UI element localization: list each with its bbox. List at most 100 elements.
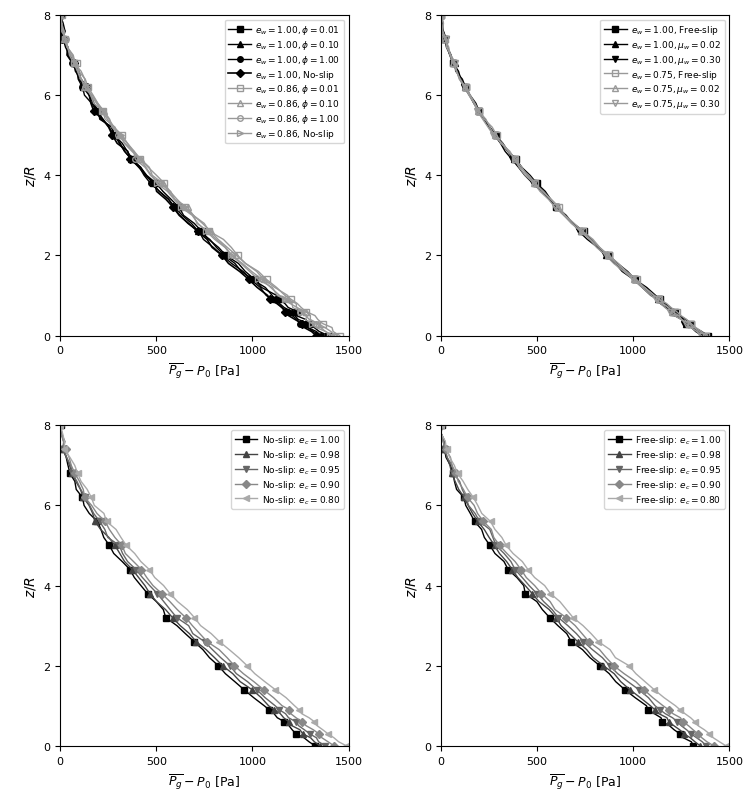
$e_w = 0.86, \phi = 0.01$ <box>302 307 311 317</box>
$e_w = 0.86, \phi = 0.01$ <box>318 319 327 329</box>
No-slip: $e_c = 0.95$: (428, 4.2): $e_c = 0.95$: (428, 4.2) <box>138 573 147 582</box>
$e_w = 0.86, \phi = 0.10$ <box>198 219 207 229</box>
Line: Free-slip: $e_c = 0.98$: Free-slip: $e_c = 0.98$ <box>438 423 703 748</box>
No-slip: $e_c = 0.90$: (1.23e+03, 0.7): $e_c = 0.90$: (1.23e+03, 0.7) <box>292 713 301 723</box>
$e_w = 1.00, \phi = 1.00$ <box>283 307 292 317</box>
$e_w = 0.75, \mu_w = 0.02$ <box>438 19 447 29</box>
No-slip: $e_c = 1.00$: (696, 2.6): $e_c = 1.00$: (696, 2.6) <box>190 637 199 646</box>
$e_w = 1.00$, No-slip <box>113 140 122 149</box>
No-slip: $e_c = 0.98$: (105, 6.4): $e_c = 0.98$: (105, 6.4) <box>76 485 85 495</box>
No-slip: $e_c = 0.80$: (1.29e+03, 0.7): $e_c = 0.80$: (1.29e+03, 0.7) <box>305 713 314 723</box>
$e_w = 1.00$, Free-slip <box>661 299 670 309</box>
$e_w = 0.86$, No-slip <box>311 323 320 333</box>
$e_w = 0.86, \phi = 0.01$ <box>58 11 67 21</box>
$e_w = 0.75$, Free-slip <box>531 180 540 189</box>
$e_w = 0.86$, No-slip <box>127 148 136 157</box>
$e_w = 1.00, \phi = 0.01$ <box>136 164 145 173</box>
No-slip: $e_c = 0.98$: (548, 3.4): $e_c = 0.98$: (548, 3.4) <box>161 605 170 614</box>
$e_w = 0.86, \phi = 1.00$ <box>62 35 71 45</box>
$e_w = 0.86, \phi = 1.00$ <box>193 219 202 229</box>
Free-slip: $e_c = 0.90$: (385, 4.6): $e_c = 0.90$: (385, 4.6) <box>511 557 520 567</box>
Free-slip: $e_c = 0.98$: (225, 5.4): $e_c = 0.98$: (225, 5.4) <box>480 525 489 535</box>
$e_w = 0.75, \mu_w = 0.30$ <box>647 291 656 301</box>
Free-slip: $e_c = 0.95$: (877, 2): $e_c = 0.95$: (877, 2) <box>605 661 614 670</box>
$e_w = 1.00$, No-slip <box>86 99 96 109</box>
Free-slip: $e_c = 1.00$: (211, 5.4): $e_c = 1.00$: (211, 5.4) <box>477 525 486 535</box>
$e_w = 1.00$, Free-slip <box>447 51 456 61</box>
$e_w = 1.00, \mu_w = 0.02$ <box>577 227 586 237</box>
Free-slip: $e_c = 1.00$: (654, 2.8): $e_c = 1.00$: (654, 2.8) <box>562 629 572 638</box>
No-slip: $e_c = 0.90$: (653, 3.2): $e_c = 0.90$: (653, 3.2) <box>181 613 190 622</box>
$e_w = 0.86, \phi = 1.00$ <box>275 291 284 301</box>
$e_w = 1.00, \phi = 0.01$ <box>128 156 137 165</box>
$e_w = 1.00, \phi = 1.00$ <box>135 164 144 173</box>
Free-slip: $e_c = 1.00$: (1.01e+03, 1.2): $e_c = 1.00$: (1.01e+03, 1.2) <box>631 693 640 703</box>
Free-slip: $e_c = 0.98$: (341, 4.6): $e_c = 0.98$: (341, 4.6) <box>502 557 511 567</box>
$e_w = 0.75, \mu_w = 0.02$ <box>655 295 664 305</box>
$e_w = 1.00, \mu_w = 0.30$ <box>436 11 445 21</box>
$e_w = 0.86, \phi = 1.00$ <box>321 327 330 337</box>
$e_w = 0.86, \phi = 0.01$ <box>335 331 344 341</box>
$e_w = 1.00$, No-slip <box>193 227 202 237</box>
$e_w = 0.86, \phi = 0.10$ <box>183 203 192 213</box>
$e_w = 1.00, \phi = 1.00$ <box>296 319 305 329</box>
$e_w = 0.75, \mu_w = 0.30$ <box>470 99 479 109</box>
$e_w = 0.86, \phi = 0.01$ <box>328 323 337 333</box>
$e_w = 1.00$, Free-slip <box>475 107 484 117</box>
No-slip: $e_c = 0.90$: (1.19e+03, 0.9): $e_c = 0.90$: (1.19e+03, 0.9) <box>285 705 294 715</box>
$e_w = 1.00, \mu_w = 0.30$ <box>480 115 489 125</box>
$e_w = 1.00, \mu_w = 0.30$ <box>552 203 561 213</box>
No-slip: $e_c = 0.80$: (698, 3.2): $e_c = 0.80$: (698, 3.2) <box>190 613 199 622</box>
$e_w = 0.75, \mu_w = 0.02$ <box>469 99 478 109</box>
No-slip: $e_c = 1.00$: (500, 3.6): $e_c = 1.00$: (500, 3.6) <box>152 597 161 606</box>
$e_w = 0.86, \phi = 0.01$ <box>152 172 161 181</box>
Free-slip: $e_c = 0.95$: (364, 4.6): $e_c = 0.95$: (364, 4.6) <box>506 557 515 567</box>
Free-slip: $e_c = 1.00$: (430, 4): $e_c = 1.00$: (430, 4) <box>519 581 528 590</box>
$e_w = 0.86, \phi = 0.01$ <box>262 275 271 285</box>
Free-slip: $e_c = 0.95$: (1.14e+03, 0.9): $e_c = 0.95$: (1.14e+03, 0.9) <box>656 705 665 715</box>
No-slip: $e_c = 0.98$: (672, 2.8): $e_c = 0.98$: (672, 2.8) <box>185 629 194 638</box>
$e_w = 1.00$, Free-slip <box>454 67 463 77</box>
Free-slip: $e_c = 0.90$: (138, 6.2): $e_c = 0.90$: (138, 6.2) <box>463 493 472 503</box>
No-slip: $e_c = 0.98$: (1.3e+03, 0.2): $e_c = 0.98$: (1.3e+03, 0.2) <box>306 733 315 743</box>
$e_w = 0.86$, No-slip <box>120 140 129 149</box>
$e_w = 0.75$, Free-slip <box>555 203 564 213</box>
$e_w = 1.00$, No-slip <box>152 188 161 197</box>
$e_w = 0.86, \phi = 0.01$ <box>136 156 145 165</box>
$e_w = 0.86$, No-slip <box>69 59 78 69</box>
$e_w = 0.75, \mu_w = 0.02$ <box>517 164 526 173</box>
$e_w = 0.75$, Free-slip <box>578 227 587 237</box>
$e_w = 0.75$, Free-slip <box>547 195 556 205</box>
No-slip: $e_c = 0.98$: (408, 4.2): $e_c = 0.98$: (408, 4.2) <box>134 573 143 582</box>
$e_w = 1.00, \phi = 1.00$ <box>256 283 265 293</box>
$e_w = 0.86, \phi = 0.01$ <box>110 124 119 133</box>
Free-slip: $e_c = 0.98$: (120, 6.2): $e_c = 0.98$: (120, 6.2) <box>459 493 468 503</box>
No-slip: $e_c = 0.80$: (1.06e+03, 1.6): $e_c = 0.80$: (1.06e+03, 1.6) <box>260 677 269 687</box>
No-slip: $e_c = 1.00$: (14.8, 7.4): $e_c = 1.00$: (14.8, 7.4) <box>59 445 68 455</box>
$e_w = 0.86, \phi = 1.00$ <box>312 319 321 329</box>
No-slip: $e_c = 0.95$: (916, 1.8): $e_c = 0.95$: (916, 1.8) <box>232 669 241 678</box>
$e_w = 1.00, \phi = 1.00$ <box>56 27 65 37</box>
No-slip: $e_c = 0.95$: (1.19e+03, 0.7): $e_c = 0.95$: (1.19e+03, 0.7) <box>284 713 293 723</box>
$e_w = 0.86, \phi = 1.00$ <box>101 115 110 125</box>
$e_w = 1.00, \phi = 1.00$ <box>175 211 184 221</box>
No-slip: $e_c = 1.00$: (76.4, 6.6): $e_c = 1.00$: (76.4, 6.6) <box>71 477 80 487</box>
$e_w = 1.00$, Free-slip <box>594 243 603 253</box>
$e_w = 0.75, \mu_w = 0.02$ <box>603 251 612 261</box>
No-slip: $e_c = 0.98$: (584, 3.2): $e_c = 0.98$: (584, 3.2) <box>168 613 177 622</box>
$e_w = 1.00, \phi = 1.00$ <box>309 327 318 337</box>
No-slip: $e_c = 0.95$: (62.4, 6.8): $e_c = 0.95$: (62.4, 6.8) <box>68 469 77 479</box>
Free-slip: $e_c = 0.95$: (0, 7.8): $e_c = 0.95$: (0, 7.8) <box>436 429 445 439</box>
$e_w = 0.75, \mu_w = 0.30$ <box>692 327 701 337</box>
$e_w = 1.00, \mu_w = 0.30$ <box>508 156 517 165</box>
$e_w = 1.00$, Free-slip <box>552 203 561 213</box>
$e_w = 1.00$, No-slip <box>263 291 272 301</box>
Free-slip: $e_c = 0.80$: (652, 3.4): $e_c = 0.80$: (652, 3.4) <box>562 605 571 614</box>
$e_w = 1.00$, Free-slip <box>656 295 665 305</box>
$e_w = 1.00$, No-slip <box>58 27 67 37</box>
$e_w = 1.00$, No-slip <box>150 180 159 189</box>
No-slip: $e_c = 0.95$: (1.27e+03, 0.4): $e_c = 0.95$: (1.27e+03, 0.4) <box>300 725 309 735</box>
Free-slip: $e_c = 0.80$: (879, 2.4): $e_c = 0.80$: (879, 2.4) <box>605 645 614 654</box>
$e_w = 0.86, \phi = 0.01$ <box>73 59 82 69</box>
$e_w = 1.00, \phi = 0.01$ <box>304 319 313 329</box>
